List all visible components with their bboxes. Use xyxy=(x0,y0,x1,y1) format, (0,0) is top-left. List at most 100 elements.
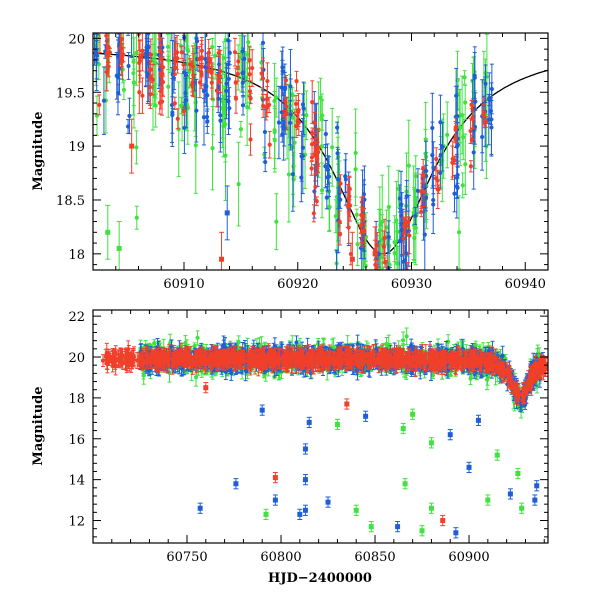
data-point xyxy=(159,18,163,22)
data-point xyxy=(207,58,212,63)
data-point xyxy=(134,50,139,55)
data-point xyxy=(433,176,439,181)
data-point xyxy=(153,52,158,57)
data-point xyxy=(459,112,465,118)
data-point xyxy=(404,193,409,199)
data-point xyxy=(309,166,314,171)
data-point xyxy=(106,45,111,50)
data-point xyxy=(205,93,210,98)
data-point xyxy=(283,78,289,83)
data-point xyxy=(131,71,136,76)
data-point xyxy=(338,197,343,202)
data-point xyxy=(487,96,492,101)
data-point xyxy=(458,125,463,130)
outlier-point xyxy=(129,143,135,149)
data-point xyxy=(127,113,132,119)
data-point xyxy=(160,79,166,85)
data-point xyxy=(454,184,459,189)
data-point xyxy=(304,113,309,118)
data-point xyxy=(248,137,253,142)
data-point xyxy=(384,270,388,274)
y-tick-label: 20 xyxy=(68,32,85,47)
data-point xyxy=(191,13,195,17)
data-point xyxy=(376,252,381,257)
data-point xyxy=(471,150,476,155)
data-point xyxy=(326,174,332,179)
data-point xyxy=(210,146,215,151)
data-point xyxy=(166,84,171,89)
data-point xyxy=(397,196,402,201)
data-point xyxy=(333,214,338,219)
data-point xyxy=(392,251,397,256)
data-point xyxy=(263,159,268,165)
data-point xyxy=(203,64,208,70)
data-point xyxy=(218,113,223,118)
data-point xyxy=(172,55,178,60)
data-point xyxy=(337,219,342,224)
data-point xyxy=(354,212,359,217)
outlier-point xyxy=(349,256,355,262)
data-point xyxy=(419,209,424,214)
data-point xyxy=(378,222,383,228)
data-point xyxy=(246,40,251,45)
data-point xyxy=(406,163,411,168)
data-point xyxy=(245,52,250,57)
data-point xyxy=(445,132,450,138)
data-point xyxy=(361,192,367,197)
data-point xyxy=(181,70,187,75)
data-point xyxy=(469,137,475,142)
data-point xyxy=(401,271,405,275)
data-point xyxy=(260,40,266,45)
data-point xyxy=(140,52,145,57)
data-point xyxy=(481,112,486,117)
data-point xyxy=(453,136,458,142)
data-point xyxy=(260,76,266,81)
data-point xyxy=(318,95,323,101)
y-tick-label: 19 xyxy=(68,140,85,155)
data-point xyxy=(312,120,318,126)
data-point xyxy=(236,59,241,64)
data-point xyxy=(274,219,279,224)
data-point xyxy=(334,274,338,278)
outlier-point xyxy=(105,229,111,235)
data-point xyxy=(96,20,100,24)
data-point xyxy=(227,106,232,111)
data-point xyxy=(121,87,127,93)
data-point xyxy=(191,73,196,78)
data-point xyxy=(280,132,285,137)
data-point xyxy=(438,152,443,158)
data-point xyxy=(96,22,100,26)
data-point xyxy=(267,142,272,147)
data-point xyxy=(353,150,358,156)
data-point xyxy=(468,128,473,134)
data-point xyxy=(434,156,439,162)
data-point xyxy=(452,158,457,163)
data-point xyxy=(140,93,145,98)
data-point xyxy=(206,50,211,55)
series-green xyxy=(93,13,490,320)
data-point xyxy=(226,99,231,104)
data-point xyxy=(170,110,175,115)
data-point xyxy=(483,119,489,125)
data-point xyxy=(172,101,177,106)
data-point xyxy=(387,270,391,274)
data-point xyxy=(430,125,435,131)
data-point xyxy=(291,164,296,169)
data-point xyxy=(146,44,151,49)
data-point xyxy=(453,125,458,130)
data-point xyxy=(245,104,250,110)
data-point xyxy=(313,150,318,155)
data-point xyxy=(262,152,267,157)
data-point xyxy=(117,66,122,71)
data-point xyxy=(213,53,218,58)
data-point xyxy=(378,316,382,320)
data-point xyxy=(188,62,193,67)
data-point xyxy=(358,224,363,229)
data-point xyxy=(175,116,180,121)
data-point xyxy=(402,224,408,229)
data-point xyxy=(159,99,165,104)
data-point xyxy=(236,182,241,187)
data-point xyxy=(174,50,180,55)
